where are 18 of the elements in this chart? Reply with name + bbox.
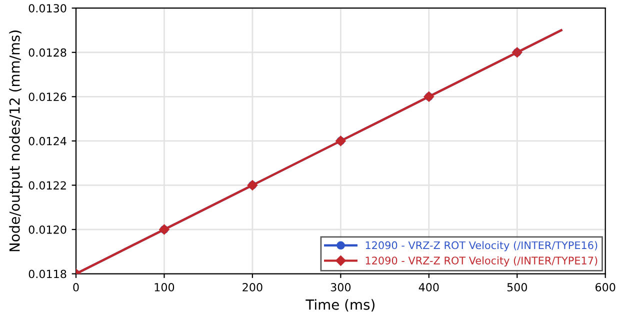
x-tick-label: 0 bbox=[73, 283, 79, 292]
y-tick-label: 0.0118 bbox=[28, 270, 66, 278]
y-axis-title: Node/output nodes/12 (mm/ms) bbox=[9, 30, 23, 252]
x-tick-label: 300 bbox=[330, 283, 351, 292]
x-tick-label: 600 bbox=[596, 283, 616, 292]
x-axis-title: Time (ms) bbox=[306, 299, 374, 312]
y-tick-label: 0.0126 bbox=[28, 92, 66, 102]
x-tick-label: 200 bbox=[242, 283, 262, 292]
y-tick-label: 0.0124 bbox=[28, 136, 66, 146]
x-tick-label: 100 bbox=[154, 283, 174, 292]
y-tick-label: 0.0130 bbox=[28, 4, 66, 12]
x-tick-label: 400 bbox=[418, 283, 439, 292]
y-tick-label: 0.0128 bbox=[28, 48, 66, 57]
y-tick-label: 0.0122 bbox=[28, 181, 66, 190]
legend-label: 12090 - VRZ-Z ROT Velocity (/INTER/TYPE17) bbox=[366, 256, 598, 266]
legend-label: 12090 - VRZ-Z ROT Velocity (/INTER/TYPE16) bbox=[366, 241, 598, 252]
y-tick-label: 0.0120 bbox=[28, 225, 66, 234]
x-tick-label: 500 bbox=[507, 283, 527, 292]
